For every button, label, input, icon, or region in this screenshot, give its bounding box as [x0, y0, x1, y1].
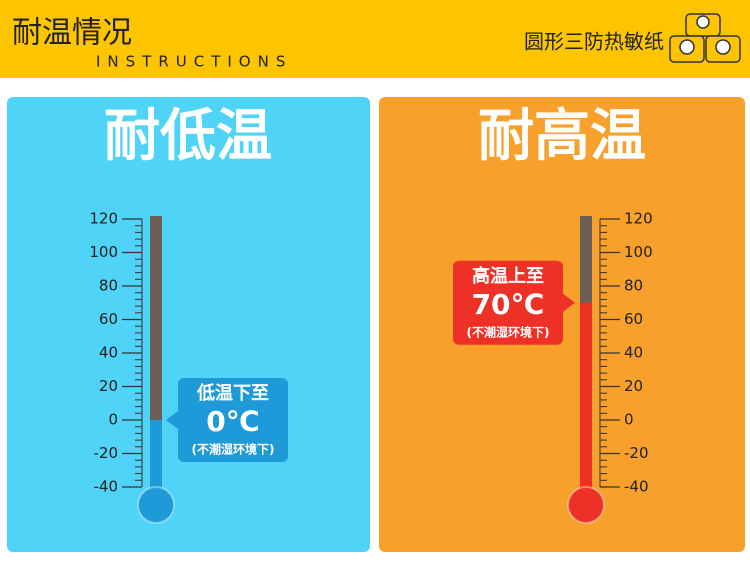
product-name: 圆形三防热敏纸 [524, 30, 664, 54]
value-label: 0℃ [206, 405, 259, 438]
y-tick-label: 120 [89, 210, 118, 228]
y-tick-label: -20 [94, 444, 119, 462]
bulb [137, 486, 175, 524]
callout-title: 高温上至 [472, 265, 544, 287]
y-tick-label: 80 [624, 277, 643, 295]
y-tick-label: -20 [624, 444, 649, 462]
callout-arrow [563, 293, 575, 312]
header-title: 耐温情况 [12, 16, 132, 51]
value-label: 70℃ [472, 288, 545, 321]
y-tick-label: 0 [108, 411, 118, 429]
header-bar [0, 0, 750, 78]
y-tick-label: -40 [624, 478, 649, 496]
callout-box [178, 378, 288, 462]
y-tick-label: 20 [624, 377, 643, 395]
panel-title: 耐低温 [104, 104, 272, 169]
callout-note: (不潮湿环境下) [192, 442, 275, 457]
bulb [567, 486, 605, 524]
callout-note: (不潮湿环境下) [467, 324, 550, 339]
header-subtitle: INSTRUCTIONS [96, 53, 292, 71]
panel-title: 耐高温 [478, 104, 646, 169]
y-tick-label: -40 [94, 478, 119, 496]
callout-box [453, 260, 563, 345]
rolls-icon [669, 13, 741, 63]
y-tick-label: 120 [624, 210, 653, 228]
y-tick-label: 0 [624, 411, 634, 429]
y-tick-label: 60 [99, 310, 118, 328]
y-tick-label: 40 [624, 344, 643, 362]
mercury [150, 420, 162, 497]
callout-title: 低温下至 [196, 382, 269, 404]
y-tick-label: 100 [624, 243, 653, 261]
y-tick-label: 40 [99, 344, 118, 362]
callout-arrow [166, 411, 178, 429]
y-tick-label: 80 [99, 277, 118, 295]
y-tick-label: 60 [624, 310, 643, 328]
mercury [580, 302, 592, 497]
y-tick-label: 100 [89, 243, 118, 261]
y-tick-label: 20 [99, 377, 118, 395]
